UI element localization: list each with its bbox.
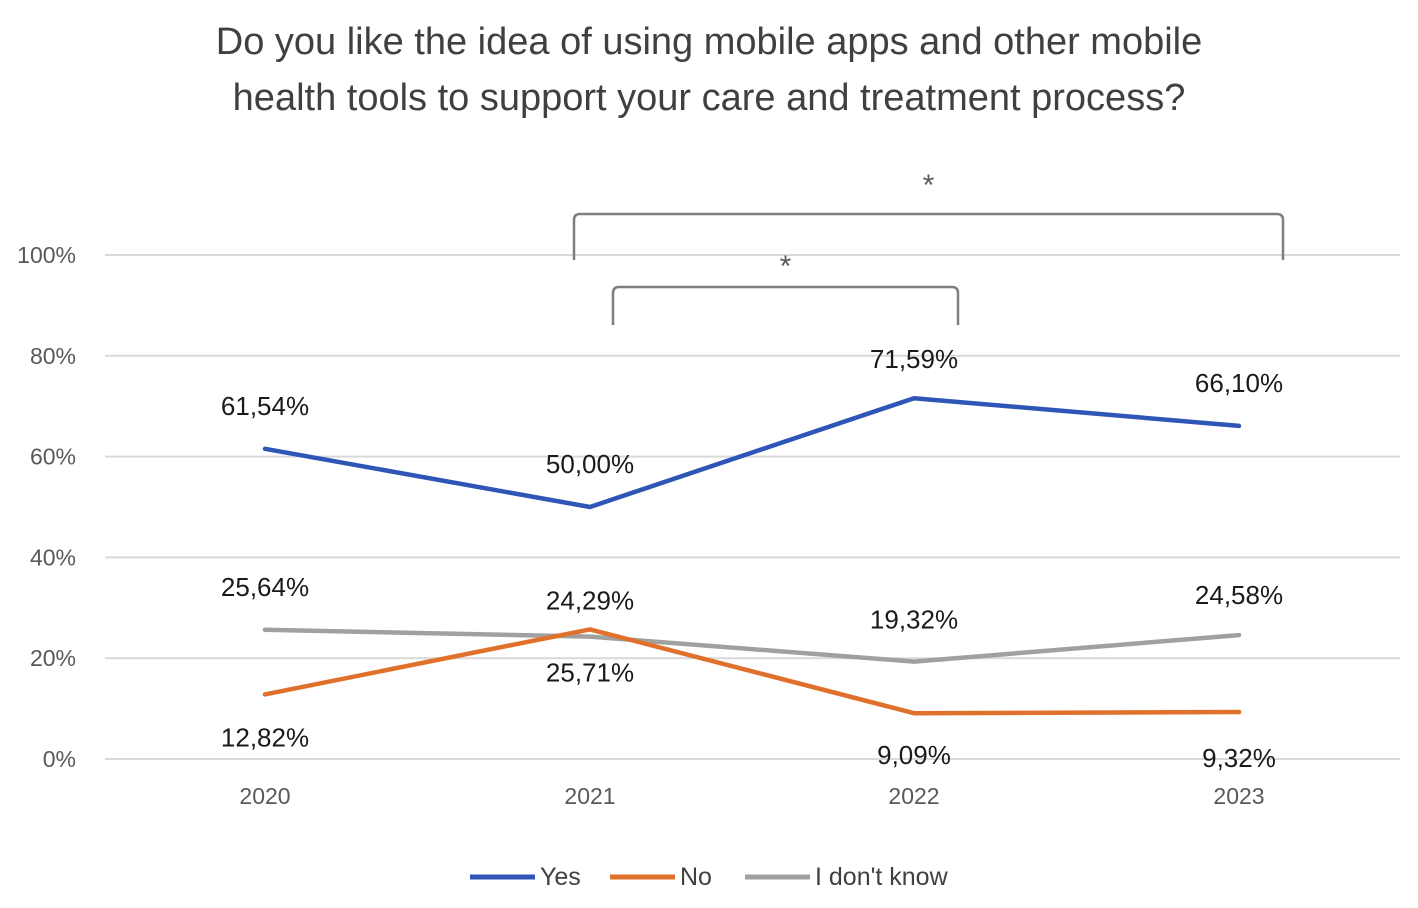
y-tick-label: 0% <box>43 746 76 772</box>
x-tick-label: 2022 <box>888 783 939 809</box>
x-tick-label: 2023 <box>1213 783 1264 809</box>
data-label: 24,58% <box>1195 580 1283 610</box>
data-labels: 61,54% 50,00% 71,59% 66,10% 12,82% 25,71% 9,09… <box>221 344 1283 773</box>
y-tick-label: 40% <box>30 544 76 570</box>
y-axis-ticks: 0% 20% 40% 60% 80% 100% <box>17 242 76 772</box>
x-axis-ticks: 2020 2021 2022 2023 <box>239 783 1264 809</box>
significance-star: * <box>923 169 935 202</box>
y-tick-label: 100% <box>17 242 76 268</box>
data-label: 25,64% <box>221 572 309 602</box>
series-line-i-don-t-know <box>262 627 1242 664</box>
data-label: 24,29% <box>546 586 634 616</box>
data-label: 9,09% <box>877 740 951 770</box>
legend-label: I don't know <box>815 863 949 891</box>
significance-brackets: ** <box>572 169 1285 325</box>
chart-title-line-1: Do you like the idea of using mobile app… <box>216 21 1203 63</box>
legend-label: Yes <box>540 863 581 891</box>
data-label: 66,10% <box>1195 368 1283 398</box>
legend: Yes No I don't know <box>470 863 949 891</box>
significance-bracket-2021-2023 <box>572 212 1285 260</box>
gridlines <box>105 254 1400 760</box>
series-lines <box>262 395 1242 716</box>
chart-title-line-2: health tools to support your care and tr… <box>233 77 1186 119</box>
series-line-yes <box>262 395 1242 510</box>
data-label: 9,32% <box>1202 743 1276 773</box>
data-label: 71,59% <box>870 344 958 374</box>
data-label: 19,32% <box>870 605 958 635</box>
x-tick-label: 2020 <box>239 783 290 809</box>
data-label: 12,82% <box>221 722 309 752</box>
series-line-no <box>262 627 1242 716</box>
x-tick-label: 2021 <box>564 783 615 809</box>
data-label: 25,71% <box>546 657 634 687</box>
y-tick-label: 20% <box>30 645 76 671</box>
y-tick-label: 60% <box>30 444 76 470</box>
significance-bracket-2021-2022 <box>611 285 960 325</box>
significance-star: * <box>780 250 792 283</box>
legend-label: No <box>680 863 712 891</box>
y-tick-label: 80% <box>30 343 76 369</box>
data-label: 50,00% <box>546 449 634 479</box>
data-label: 61,54% <box>221 391 309 421</box>
